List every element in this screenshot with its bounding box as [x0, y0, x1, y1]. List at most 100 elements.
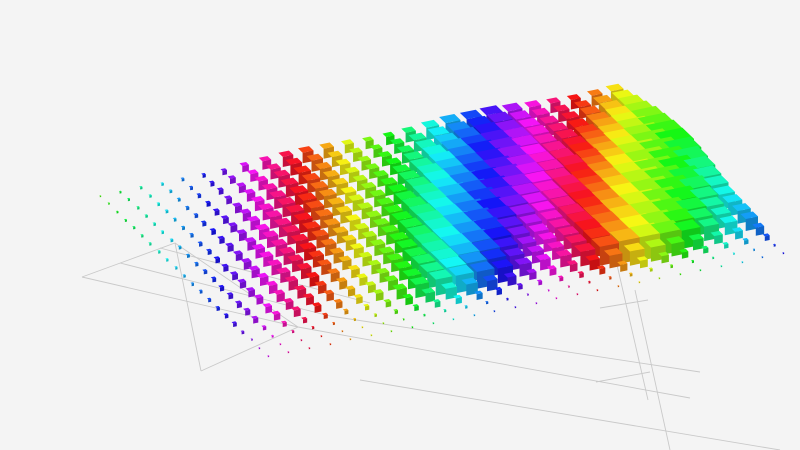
voxel-marker	[305, 296, 328, 319]
voxel-marker	[186, 183, 196, 193]
voxel-marker	[760, 255, 764, 259]
voxel-marker	[216, 164, 231, 179]
voxel-marker	[162, 207, 171, 216]
voxel-marker	[289, 328, 296, 335]
voxel-marker	[525, 292, 530, 297]
voxel-marker	[167, 236, 176, 245]
voxel-marker	[309, 324, 316, 331]
voxel-marker	[130, 224, 137, 231]
voxel-marker	[653, 224, 698, 269]
voxel-marker	[462, 303, 470, 311]
voxel-marker	[170, 215, 179, 224]
voxel-marker	[295, 286, 322, 313]
voxel-marker	[483, 299, 490, 306]
voxel-marker	[441, 307, 448, 314]
voxel-marker	[172, 264, 180, 272]
voxel-marker	[204, 295, 214, 305]
voxel-marker	[575, 292, 579, 296]
voxel-marker	[689, 258, 696, 265]
grid-line-floor-far-2	[329, 315, 701, 373]
voxel-marker	[297, 313, 311, 327]
voxel-marker	[182, 203, 192, 213]
voxel-marker	[395, 287, 420, 312]
voxel-marker	[275, 291, 301, 317]
voxel-marker	[673, 243, 695, 265]
voxel-marker	[348, 337, 352, 341]
voxel-marker	[277, 317, 291, 331]
voxel-marker	[626, 270, 635, 279]
voxel-marker	[696, 241, 713, 258]
voxel-marker	[646, 265, 655, 274]
voxel-marker	[238, 303, 255, 320]
voxel-marker	[610, 254, 635, 279]
grid-line-right-wall-horiz-1	[599, 299, 649, 309]
voxel-marker	[412, 279, 444, 311]
voxel-marker	[212, 231, 230, 249]
voxel-marker	[98, 194, 102, 198]
voxel-marker	[330, 320, 337, 327]
voxel-marker	[401, 317, 406, 322]
voxel-marker	[533, 276, 546, 289]
voxel-marker	[269, 333, 276, 340]
voxel-marker	[573, 267, 588, 282]
voxel-marker	[225, 196, 249, 220]
voxel-marker	[667, 262, 676, 271]
grid-line-right-wall-vert-1	[634, 289, 671, 450]
voxel-marker	[180, 272, 188, 280]
voxel-marker	[408, 300, 423, 315]
voxel-marker	[378, 294, 396, 312]
voxel-marker	[451, 317, 455, 321]
voxel-marker	[163, 256, 171, 264]
voxel-marker	[158, 228, 167, 237]
voxel-marker	[702, 223, 731, 252]
voxel-marker	[347, 288, 369, 310]
voxel-marker	[154, 200, 163, 209]
voxel-marker	[146, 240, 154, 248]
voxel-marker	[233, 251, 259, 277]
grid-line-floor-inner-a	[81, 276, 299, 328]
voxel-marker	[351, 316, 358, 323]
voxel-marker	[328, 342, 332, 346]
voxel-marker	[158, 180, 166, 188]
voxel-marker	[410, 325, 414, 329]
voxel-marker	[209, 252, 225, 268]
grid-line-floor-far-1	[297, 326, 691, 399]
voxel-marker	[519, 262, 544, 287]
voxel-marker	[319, 334, 323, 338]
voxel-marker	[196, 287, 205, 296]
voxel-marker	[381, 321, 385, 325]
voxel-marker	[150, 220, 158, 228]
voxel-marker	[513, 305, 517, 309]
voxel-marker	[731, 251, 736, 256]
voxel-marker	[186, 230, 197, 241]
voxel-marker	[365, 282, 391, 308]
voxel-marker	[215, 210, 234, 229]
voxel-marker	[218, 190, 238, 210]
voxel-marker	[194, 238, 206, 250]
voxel-marker	[328, 270, 355, 297]
voxel-marker	[591, 260, 611, 280]
voxel-marker	[207, 273, 220, 286]
voxel-marker	[472, 265, 508, 301]
voxel-marker	[421, 312, 427, 318]
voxel-marker	[222, 170, 241, 189]
voxel-marker	[198, 170, 209, 181]
voxel-marker	[175, 243, 184, 252]
voxel-marker	[606, 274, 614, 282]
voxel-marker	[512, 279, 527, 294]
voxel-marker	[226, 244, 249, 267]
voxel-marker	[339, 305, 352, 318]
voxel-marker	[472, 313, 476, 317]
voxel-marker	[117, 189, 123, 195]
voxel-marker	[710, 255, 716, 261]
voxel-marker	[212, 303, 223, 314]
voxel-marker	[229, 176, 253, 200]
voxel-marker	[299, 338, 303, 342]
voxel-marker	[265, 305, 286, 326]
voxel-marker	[554, 296, 558, 300]
voxel-marker	[740, 260, 744, 264]
voxel-marker	[257, 346, 261, 350]
voxel-marker	[231, 273, 252, 294]
voxel-marker	[307, 346, 311, 350]
